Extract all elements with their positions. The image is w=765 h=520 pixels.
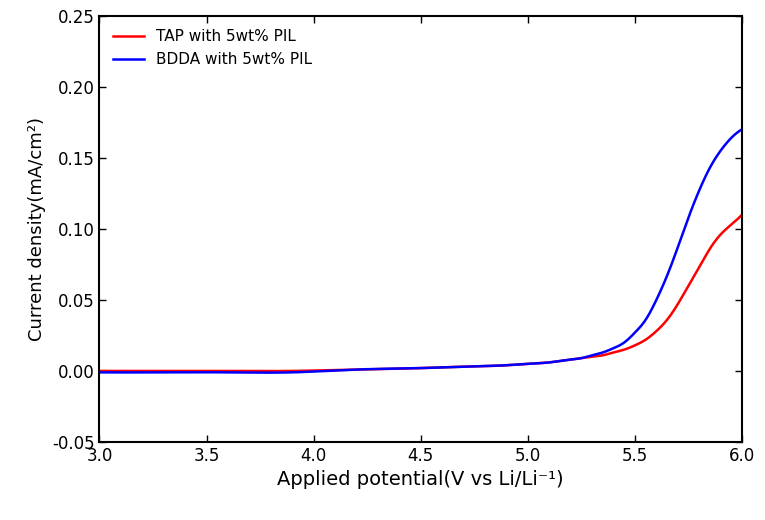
Legend: TAP with 5wt% PIL, BDDA with 5wt% PIL: TAP with 5wt% PIL, BDDA with 5wt% PIL — [107, 23, 318, 73]
BDDA with 5wt% PIL — [444, 364, 453, 370]
Line: BDDA with 5wt% PIL: BDDA with 5wt% PIL — [99, 129, 742, 373]
TAP with 5wt% PIL — [723, 225, 732, 231]
BDDA with 5wt% PIL — [95, 369, 104, 375]
X-axis label: Applied potential(V vs Li/Li⁻¹): Applied potential(V vs Li/Li⁻¹) — [278, 471, 564, 489]
BDDA with 5wt% PIL — [402, 366, 411, 372]
TAP with 5wt% PIL — [623, 345, 632, 352]
Line: TAP with 5wt% PIL: TAP with 5wt% PIL — [99, 215, 742, 371]
TAP with 5wt% PIL — [737, 212, 747, 218]
BDDA with 5wt% PIL — [723, 138, 732, 145]
TAP with 5wt% PIL — [95, 368, 104, 374]
BDDA with 5wt% PIL — [479, 363, 488, 369]
TAP with 5wt% PIL — [264, 368, 273, 374]
BDDA with 5wt% PIL — [737, 126, 747, 133]
TAP with 5wt% PIL — [479, 363, 488, 369]
BDDA with 5wt% PIL — [264, 370, 273, 376]
BDDA with 5wt% PIL — [405, 365, 415, 371]
TAP with 5wt% PIL — [405, 365, 415, 371]
BDDA with 5wt% PIL — [623, 337, 632, 343]
TAP with 5wt% PIL — [444, 364, 453, 370]
TAP with 5wt% PIL — [402, 366, 411, 372]
Y-axis label: Current density(mA/cm²): Current density(mA/cm²) — [28, 117, 47, 341]
